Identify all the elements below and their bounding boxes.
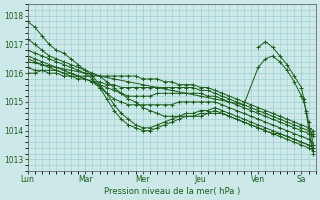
X-axis label: Pression niveau de la mer( hPa ): Pression niveau de la mer( hPa ) — [104, 187, 240, 196]
